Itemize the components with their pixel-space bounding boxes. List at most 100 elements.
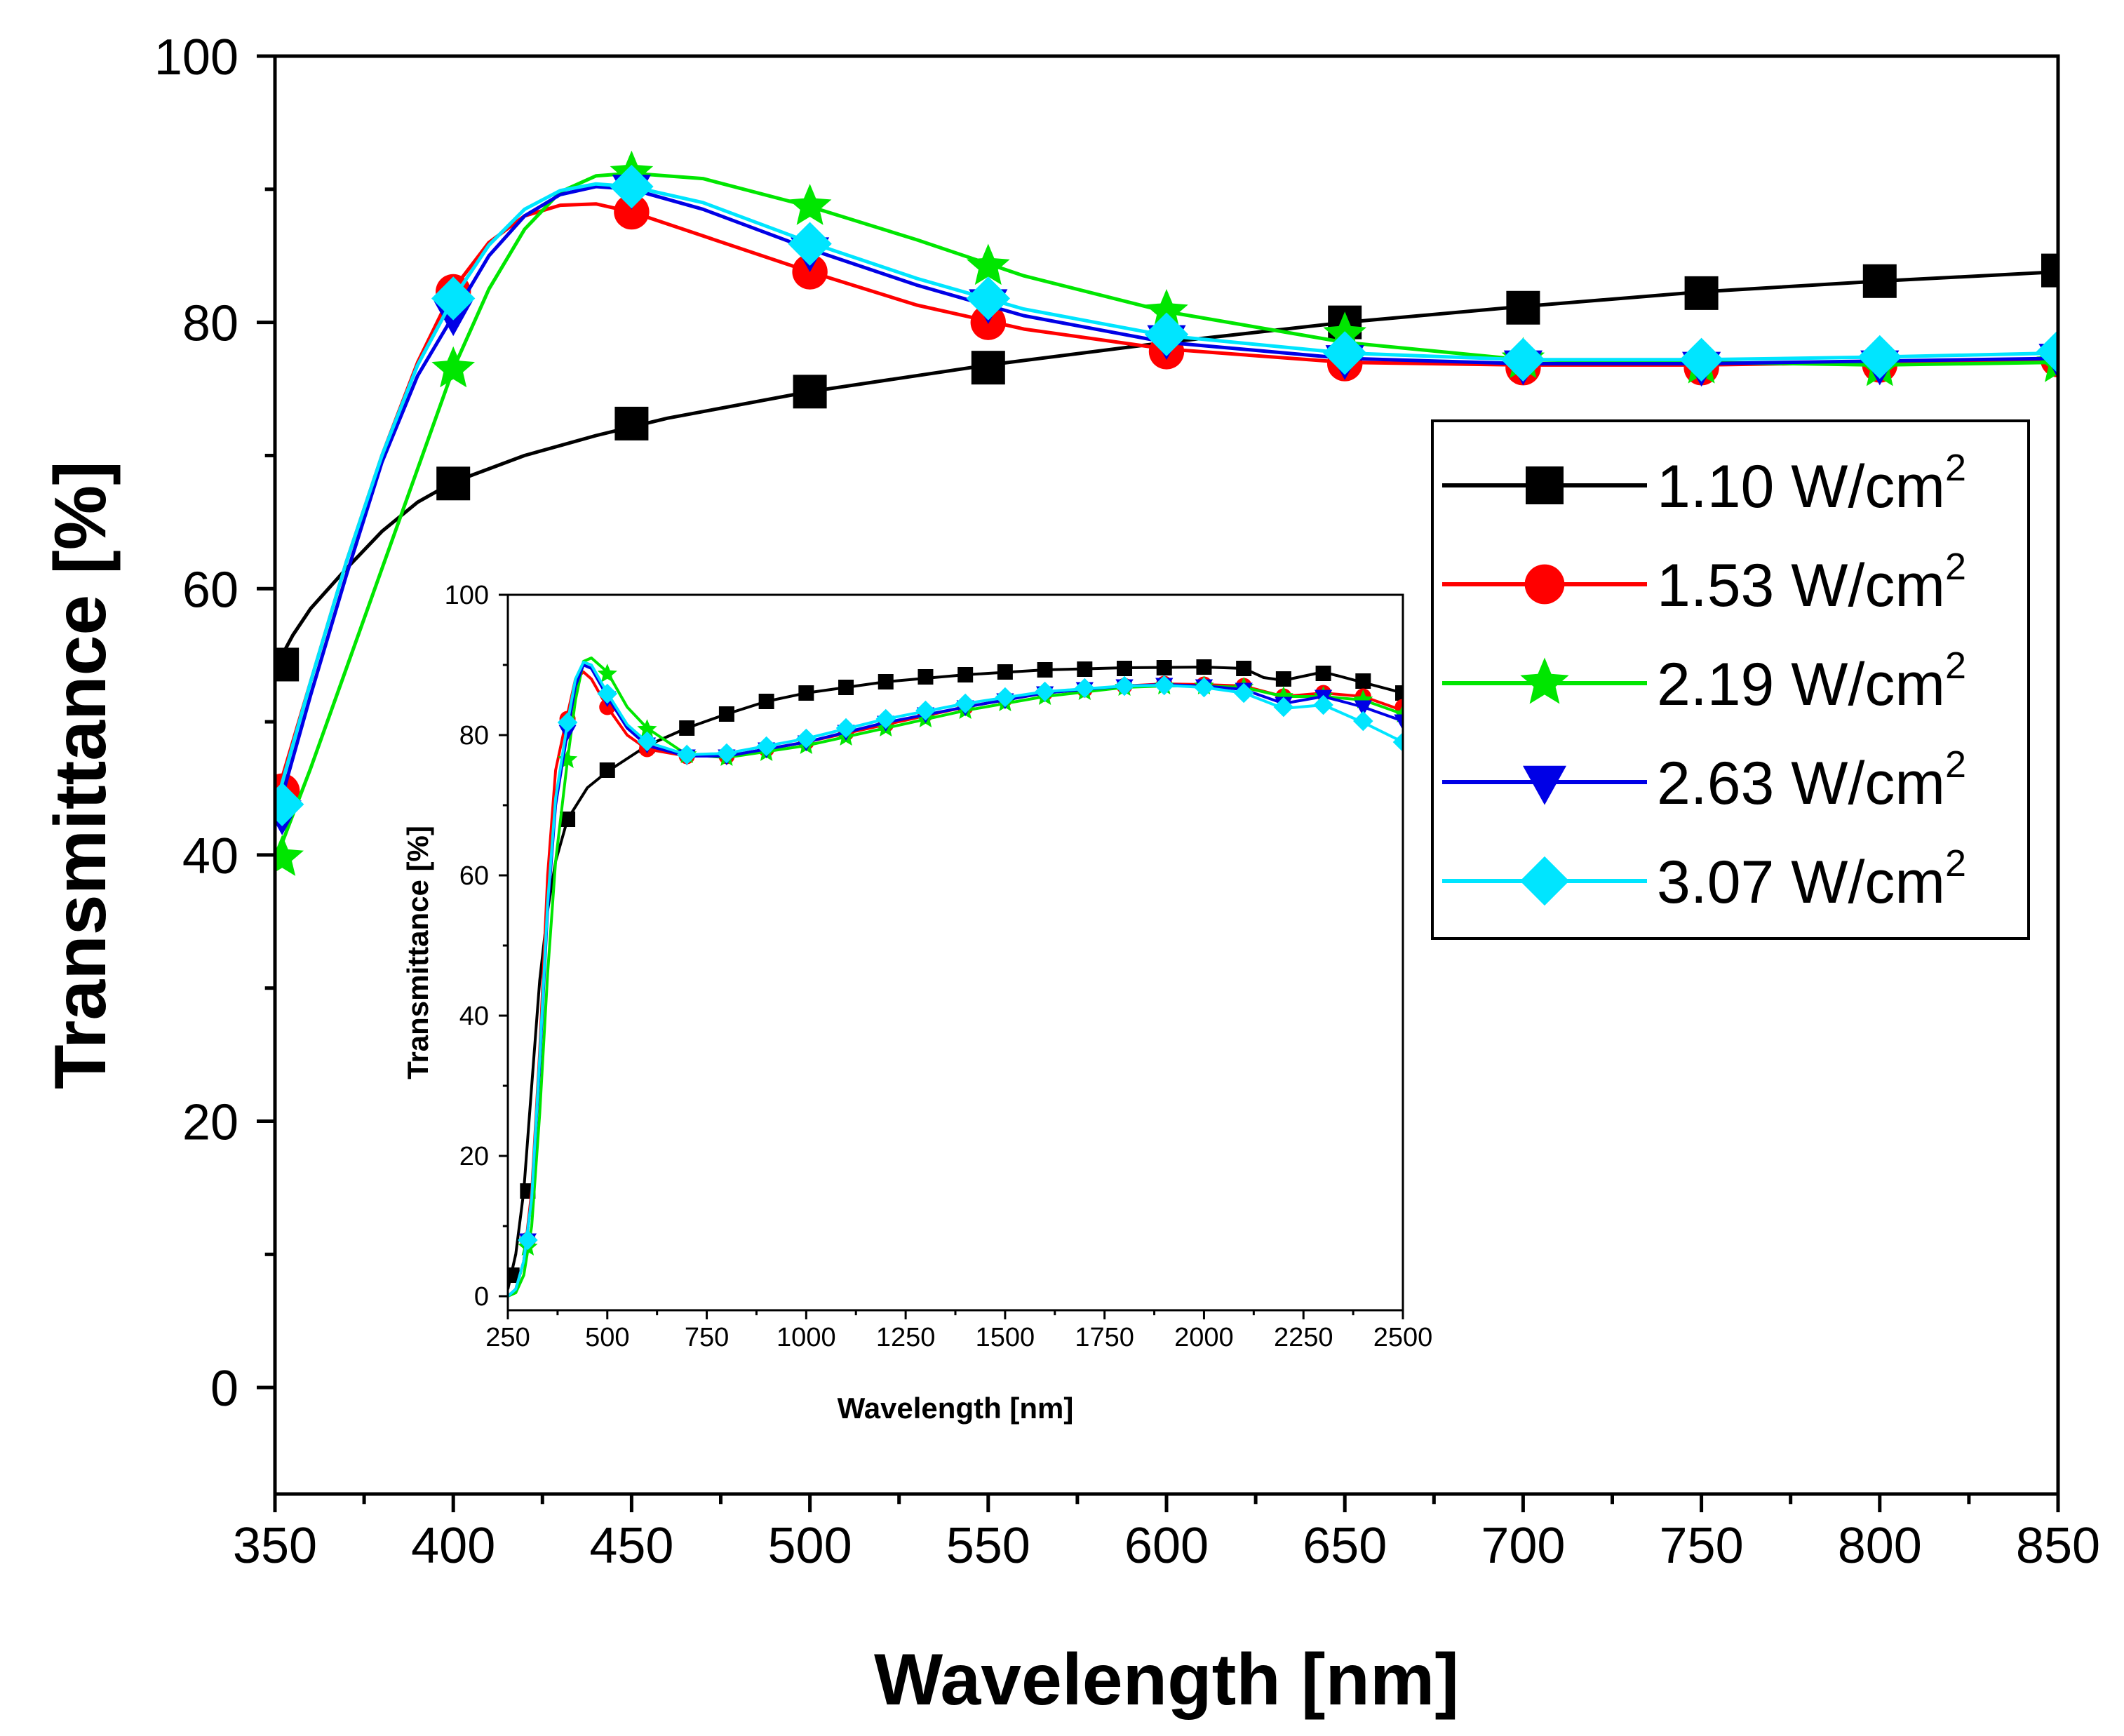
main-y-tick-label: 0 bbox=[210, 1361, 238, 1417]
inset-x-tick-label: 250 bbox=[485, 1323, 530, 1352]
inset-x-tick-label: 500 bbox=[585, 1323, 629, 1352]
main-data-point-square bbox=[1862, 264, 1897, 298]
inset-data-point-diamond bbox=[875, 708, 896, 729]
inset-data-point-diamond bbox=[1233, 682, 1254, 704]
main-data-point-star bbox=[967, 243, 1010, 285]
inset-data-point-square bbox=[1117, 661, 1133, 676]
inset-data-point-diamond bbox=[1273, 697, 1294, 718]
legend-marker-square bbox=[1526, 466, 1564, 504]
main-data-point-diamond bbox=[431, 276, 476, 321]
inset-data-point-diamond bbox=[716, 743, 737, 764]
inset-data-point-diamond bbox=[557, 712, 578, 733]
main-data-point-square bbox=[275, 647, 300, 682]
inset-plot: 250 500 750 1000 1250 1500 1750 2000 2250 2500 0 20… bbox=[401, 581, 1432, 1425]
main-data-point-star bbox=[431, 346, 475, 388]
inset-data-point-diamond bbox=[1075, 678, 1095, 699]
legend-marker-circle bbox=[1524, 564, 1565, 605]
legend-label-text: 1.53 W/cm bbox=[1657, 552, 1945, 619]
legend-label-superscript: 2 bbox=[1945, 645, 1966, 687]
main-y-axis-title: Transmittance [%] bbox=[40, 461, 121, 1089]
main-x-tick-label: 600 bbox=[1124, 1518, 1209, 1574]
main-x-tick-label: 700 bbox=[1481, 1518, 1565, 1574]
inset-data-point-diamond bbox=[597, 683, 618, 704]
inset-data-point-square bbox=[1236, 661, 1252, 676]
inset-x-tick-label: 1750 bbox=[1075, 1323, 1134, 1352]
legend-label-superscript: 2 bbox=[1945, 743, 1966, 786]
legend-label: 3.07 W/cm2 bbox=[1657, 842, 1966, 916]
inset-data-point-square bbox=[798, 685, 814, 701]
inset-data-point-square bbox=[878, 674, 894, 689]
inset-data-point-diamond bbox=[1194, 677, 1214, 698]
inset-data-point-diamond bbox=[995, 687, 1016, 708]
main-x-tick-label: 550 bbox=[946, 1518, 1030, 1574]
inset-y-axis-title: Transmittance [%] bbox=[401, 826, 434, 1079]
inset-data-point-diamond bbox=[518, 1230, 538, 1251]
inset-data-point-square bbox=[1156, 660, 1172, 675]
inset-data-point-star bbox=[597, 664, 617, 682]
inset-data-point-square bbox=[679, 720, 695, 736]
inset-x-tick-label: 2500 bbox=[1373, 1323, 1433, 1352]
legend-label: 2.63 W/cm2 bbox=[1657, 743, 1966, 817]
inset-data-point-square bbox=[918, 669, 934, 685]
inset-data-point-square bbox=[560, 812, 576, 827]
inset-data-point-star bbox=[637, 719, 657, 738]
legend-marker-diamond bbox=[1519, 856, 1570, 906]
main-data-point-star bbox=[788, 184, 832, 225]
legend-label-text: 3.07 W/cm bbox=[1657, 849, 1945, 916]
main-x-tick-label: 800 bbox=[1838, 1518, 1922, 1574]
main-data-point-square bbox=[793, 375, 827, 409]
inset-series-line-1 bbox=[508, 666, 1403, 1290]
inset-data-point-triangle-down bbox=[1394, 714, 1403, 731]
inset-data-point-square bbox=[1395, 685, 1403, 701]
main-data-point-diamond bbox=[788, 222, 832, 266]
inset-y-tick-label: 0 bbox=[474, 1282, 489, 1312]
inset-data-point-square bbox=[957, 667, 974, 682]
main-x-tick-label: 350 bbox=[233, 1518, 317, 1574]
inset-y-tick-label: 20 bbox=[459, 1142, 489, 1171]
inset-x-tick-label: 1500 bbox=[976, 1323, 1035, 1352]
inset-series-line-5 bbox=[508, 661, 1403, 1298]
legend-label-text: 1.10 W/cm bbox=[1657, 453, 1945, 520]
main-x-tick-label: 400 bbox=[411, 1518, 495, 1574]
inset-data-point-diamond bbox=[1352, 711, 1373, 732]
inset-series-group bbox=[508, 657, 1403, 1298]
inset-y-tick-label: 40 bbox=[459, 1002, 489, 1031]
inset-data-point-triangle-down bbox=[1354, 700, 1372, 717]
main-x-axis-title: Wavelength [nm] bbox=[874, 1639, 1459, 1721]
inset-data-point-diamond bbox=[676, 744, 697, 765]
inset-data-point-square bbox=[1077, 661, 1093, 677]
inset-data-point-diamond bbox=[756, 736, 777, 757]
main-data-point-circle bbox=[614, 194, 650, 230]
main-y-tick-label: 60 bbox=[182, 562, 238, 618]
main-data-point-diamond bbox=[1857, 335, 1902, 379]
inset-y-tick-label: 60 bbox=[459, 861, 489, 891]
main-data-point-square bbox=[2041, 253, 2058, 288]
inset-data-point-square bbox=[1037, 662, 1053, 678]
legend-label-text: 2.19 W/cm bbox=[1657, 651, 1945, 718]
inset-data-point-square bbox=[508, 1267, 520, 1283]
legend-label-superscript: 2 bbox=[1945, 546, 1966, 588]
main-data-point-diamond bbox=[1679, 337, 1723, 382]
legend-label: 1.10 W/cm2 bbox=[1657, 447, 1966, 520]
inset-data-point-square bbox=[1196, 659, 1212, 675]
main-x-tick-label: 850 bbox=[2016, 1518, 2100, 1574]
main-data-point-square bbox=[436, 466, 471, 501]
legend-marker-star bbox=[1520, 657, 1569, 704]
main-x-tick-label: 650 bbox=[1303, 1518, 1387, 1574]
inset-x-tick-label: 1250 bbox=[876, 1323, 936, 1352]
main-data-point-diamond bbox=[2036, 330, 2058, 374]
inset-data-point-square bbox=[1355, 673, 1371, 689]
inset-data-point-square bbox=[599, 762, 615, 778]
legend-marker-triangle-down bbox=[1522, 765, 1567, 805]
legend-label-superscript: 2 bbox=[1945, 447, 1966, 489]
main-data-point-diamond bbox=[1501, 337, 1545, 382]
main-data-point-diamond bbox=[610, 164, 654, 209]
inset-data-point-diamond bbox=[835, 718, 856, 739]
inset-data-point-square bbox=[718, 706, 734, 722]
inset-data-point-triangle-down bbox=[558, 725, 577, 741]
inset-x-axis-title: Wavelength [nm] bbox=[838, 1392, 1074, 1425]
main-data-point-square bbox=[971, 351, 1005, 385]
legend-label-superscript: 2 bbox=[1945, 842, 1966, 884]
